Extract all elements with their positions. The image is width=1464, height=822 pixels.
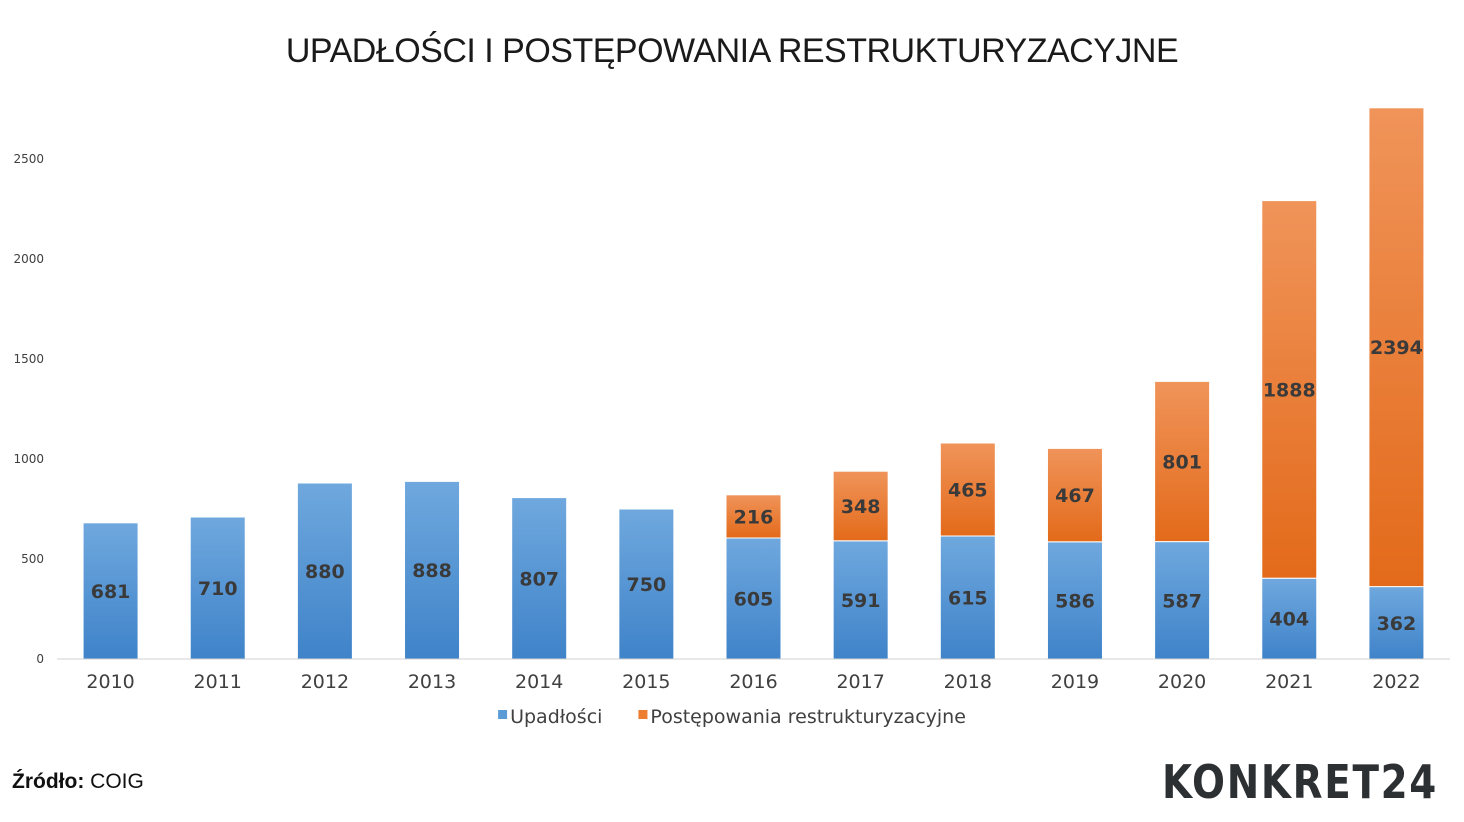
y-tick-label: 1500: [13, 352, 44, 366]
bar-restrukturyzacyjne: [1046, 447, 1103, 543]
x-axis: 2010 2011 2012 2013 2014 2015 2016 2017 2018 2019…: [86, 671, 1420, 693]
legend-label: Postępowania restrukturyzacyjne: [650, 706, 965, 728]
data-label: 750: [627, 574, 667, 596]
bar-restrukturyzacyjne: [939, 442, 996, 537]
data-label: 465: [948, 480, 988, 502]
logo-text: KONKRET24: [1162, 755, 1438, 808]
bar-upadlosci: [1368, 586, 1425, 660]
bar-upadlosci: [618, 508, 675, 660]
data-label: 467: [1055, 485, 1095, 507]
x-tick-label: 2019: [1051, 671, 1099, 693]
x-tick-label: 2010: [86, 671, 134, 693]
bar-restrukturyzacyjne: [1261, 200, 1318, 579]
bar-restrukturyzacyjne: [725, 494, 782, 539]
bar-restrukturyzacyjne: [1154, 380, 1211, 543]
data-label: 801: [1162, 452, 1202, 474]
source-value: COIG: [90, 770, 144, 793]
bar-restrukturyzacyjne: [1368, 107, 1425, 588]
data-label: 1888: [1263, 379, 1316, 401]
y-tick-label: 1000: [13, 452, 44, 466]
y-axis: 0 500 1000 1500 2000 2500: [13, 152, 44, 666]
bar-upadlosci: [1261, 577, 1318, 660]
legend: Upadłości Postępowania restrukturyzacyjne: [498, 706, 966, 728]
source-label: Źródło:: [12, 770, 85, 793]
bar-upadlosci: [404, 480, 461, 660]
x-tick-label: 2018: [944, 671, 992, 693]
data-label: 404: [1269, 609, 1309, 631]
legend-label: Upadłości: [510, 706, 602, 728]
y-tick-label: 2000: [13, 252, 44, 266]
data-label: 807: [519, 568, 559, 590]
data-label: 681: [91, 581, 131, 603]
bar-upadlosci: [511, 497, 568, 660]
data-label: 2394: [1370, 337, 1423, 359]
bar-upadlosci: [1154, 541, 1211, 660]
data-label: 362: [1377, 613, 1417, 635]
x-tick-label: 2011: [194, 671, 242, 693]
bars: 681 710 880 888 807 750 605 216 591 348 615 465 586 4…: [82, 107, 1425, 660]
bar-upadlosci: [1046, 541, 1103, 660]
legend-swatch: [498, 710, 508, 719]
data-label: 587: [1162, 590, 1202, 612]
bar-upadlosci: [82, 522, 139, 660]
x-tick-label: 2020: [1158, 671, 1206, 693]
data-label: 591: [841, 590, 881, 612]
source-note: Źródło: COIG: [12, 770, 144, 794]
data-label: 605: [734, 589, 774, 611]
data-label: 710: [198, 578, 238, 600]
konkret24-logo: KONKRET24: [1162, 755, 1438, 808]
chart-title: UPADŁOŚCI I POSTĘPOWANIA RESTRUKTURYZACY…: [286, 31, 1178, 70]
y-tick-label: 500: [21, 552, 44, 566]
x-tick-label: 2014: [515, 671, 563, 693]
bar-restrukturyzacyjne: [832, 470, 889, 542]
x-tick-label: 2012: [301, 671, 349, 693]
x-tick-label: 2022: [1372, 671, 1420, 693]
x-tick-label: 2016: [729, 671, 777, 693]
data-label: 586: [1055, 590, 1095, 612]
data-label: 615: [948, 588, 988, 610]
data-label: 880: [305, 561, 345, 583]
legend-swatch: [638, 710, 648, 719]
data-label: 888: [412, 560, 452, 582]
y-tick-label: 0: [36, 652, 44, 666]
x-tick-label: 2013: [408, 671, 456, 693]
x-tick-label: 2021: [1265, 671, 1313, 693]
data-label: 348: [841, 496, 881, 518]
bar-upadlosci: [939, 535, 996, 660]
bar-upadlosci: [189, 516, 246, 660]
bar-upadlosci: [296, 482, 353, 660]
x-tick-label: 2015: [622, 671, 670, 693]
y-tick-label: 2500: [13, 152, 44, 166]
data-label: 216: [734, 506, 774, 528]
x-tick-label: 2017: [836, 671, 884, 693]
